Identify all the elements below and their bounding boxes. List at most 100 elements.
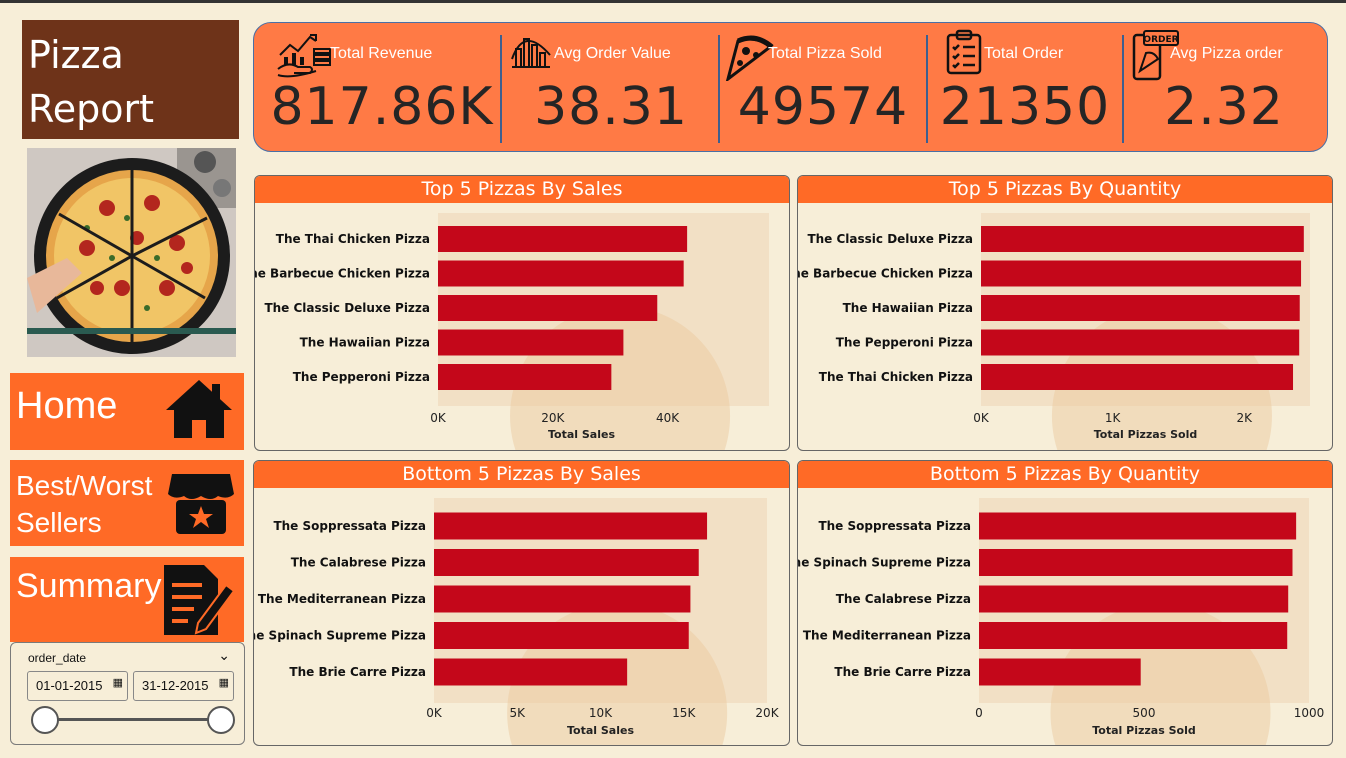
date-slider-track[interactable] xyxy=(43,718,219,721)
kpi-divider xyxy=(926,35,928,143)
kpi-value: 21350 xyxy=(939,77,1111,137)
kpi-total-order: Total Order 21350 xyxy=(928,23,1122,151)
x-tick-label: 0K xyxy=(426,706,443,720)
x-axis-title: Total Pizzas Sold xyxy=(1092,724,1195,737)
kpi-title: Avg Order Value xyxy=(554,45,671,62)
end-date-value: 31-12-2015 xyxy=(142,678,209,693)
bar-category-label: The Barbecue Chicken Pizza xyxy=(798,267,973,281)
report-title: Pizza Report xyxy=(22,20,239,139)
bar xyxy=(979,549,1293,576)
kpi-title: Total Pizza Sold xyxy=(768,45,882,62)
report-title-line2: Report xyxy=(28,87,154,131)
bar-category-label: The Barbecue Chicken Pizza xyxy=(255,267,430,281)
kpi-divider xyxy=(500,35,502,143)
home-label: Home xyxy=(16,385,118,427)
chart-svg: The Classic Deluxe Pizza The Barbecue Chi… xyxy=(798,213,1310,450)
bar-category-label: The Brie Carre Pizza xyxy=(834,665,971,679)
bar xyxy=(979,622,1288,649)
x-axis-title: Total Sales xyxy=(548,428,615,441)
bar-category-label: The Calabrese Pizza xyxy=(836,592,971,606)
kpi-avg-order-value: Avg Order Value 38.31 xyxy=(504,23,718,151)
bar xyxy=(438,329,624,356)
bar xyxy=(981,364,1294,390)
chevron-down-icon[interactable]: ⌄ xyxy=(218,647,230,663)
bar-category-label: The Thai Chicken Pizza xyxy=(276,232,430,246)
bar-category-label: The Pepperoni Pizza xyxy=(836,336,973,350)
kpi-divider xyxy=(718,35,720,143)
x-tick-label: 10K xyxy=(589,706,613,720)
best-worst-label-line1: Best/Worst xyxy=(16,470,153,501)
bar-category-label: The Classic Deluxe Pizza xyxy=(264,301,430,315)
chart-top5-quantity: Top 5 Pizzas By Quantity The Classic Del… xyxy=(797,175,1333,451)
chart-svg: The Soppressata Pizza The Spinach Supreme… xyxy=(798,498,1324,745)
kpi-divider xyxy=(1122,35,1124,143)
bar xyxy=(434,549,699,576)
x-tick-label: 0K xyxy=(430,411,447,425)
best-worst-sellers-button[interactable]: Best/Worst Sellers xyxy=(10,460,244,546)
svg-text:ORDER: ORDER xyxy=(1143,35,1178,45)
bar-category-label: The Thai Chicken Pizza xyxy=(819,370,973,384)
x-tick-label: 40K xyxy=(656,411,680,425)
bar xyxy=(434,622,689,649)
x-tick-label: 500 xyxy=(1133,706,1156,720)
x-tick-label: 20K xyxy=(755,706,779,720)
chart-bottom5-quantity: Bottom 5 Pizzas By Quantity The Soppress… xyxy=(797,460,1333,746)
x-axis-title: Total Pizzas Sold xyxy=(1094,428,1197,441)
end-date-input[interactable]: 31-12-2015 ▦ xyxy=(133,671,234,701)
chart-svg: The Thai Chicken Pizza The Barbecue Chick… xyxy=(255,213,769,450)
bar-category-label: The Soppressata Pizza xyxy=(273,519,426,533)
kpi-title: Total Order xyxy=(984,45,1064,62)
chart-svg: The Soppressata Pizza The Calabrese Pizza… xyxy=(254,498,780,745)
date-slicer: order_date ⌄ 01-01-2015 ▦ 31-12-2015 ▦ xyxy=(10,642,245,745)
top-border xyxy=(0,0,1346,3)
calendar-icon[interactable]: ▦ xyxy=(112,677,123,689)
home-button[interactable]: Home xyxy=(10,373,244,450)
clipboard-checklist-icon xyxy=(946,29,982,79)
bar xyxy=(438,295,658,321)
x-tick-label: 5K xyxy=(509,706,526,720)
kpi-value: 38.31 xyxy=(534,77,688,137)
pizza-slice-icon xyxy=(724,29,774,85)
bar-category-label: The Classic Deluxe Pizza xyxy=(807,232,973,246)
bar-category-label: The Spinach Supreme Pizza xyxy=(798,556,971,570)
chart-title: Top 5 Pizzas By Quantity xyxy=(798,176,1332,203)
start-date-input[interactable]: 01-01-2015 ▦ xyxy=(27,671,128,701)
kpi-avg-pizza-order: ORDER Avg Pizza order 2.32 xyxy=(1124,23,1324,151)
chart-title: Bottom 5 Pizzas By Quantity xyxy=(798,461,1332,488)
x-tick-label: 0K xyxy=(973,411,990,425)
chart-title: Bottom 5 Pizzas By Sales xyxy=(254,461,789,488)
slicer-field-label: order_date xyxy=(28,651,87,665)
bar-category-label: The Brie Carre Pizza xyxy=(289,665,426,679)
bar xyxy=(981,329,1300,356)
date-slider-start-handle[interactable] xyxy=(31,706,59,734)
kpi-total-revenue: Total Revenue 817.86K xyxy=(264,23,500,151)
bar xyxy=(981,226,1304,252)
chart-bottom5-sales: Bottom 5 Pizzas By Sales The Soppressata… xyxy=(253,460,790,746)
summary-button[interactable]: Summary xyxy=(10,557,244,642)
bar-category-label: The Hawaiian Pizza xyxy=(843,301,973,315)
kpi-value: 2.32 xyxy=(1164,77,1284,137)
chart-top5-sales: Top 5 Pizzas By Sales The Thai Chicken P… xyxy=(254,175,790,451)
report-title-line1: Pizza xyxy=(28,33,124,77)
bar-category-label: The Spinach Supreme Pizza xyxy=(254,629,426,643)
kpi-total-pizza-sold: Total Pizza Sold 49574 xyxy=(720,23,926,151)
kpi-title: Avg Pizza order xyxy=(1170,45,1283,62)
store-star-icon xyxy=(168,470,234,540)
bar xyxy=(979,585,1289,613)
x-tick-label: 0 xyxy=(975,706,983,720)
bar xyxy=(438,260,684,287)
bar xyxy=(434,512,708,540)
bar-category-label: The Pepperoni Pizza xyxy=(293,370,430,384)
bar xyxy=(434,585,691,613)
calendar-icon[interactable]: ▦ xyxy=(218,677,229,689)
bar-category-label: The Mediterranean Pizza xyxy=(803,629,971,643)
pizza-order-icon: ORDER xyxy=(1130,29,1180,85)
kpi-band: Total Revenue 817.86K Avg Order Value 38… xyxy=(253,22,1328,152)
date-slider-end-handle[interactable] xyxy=(207,706,235,734)
best-worst-label-line2: Sellers xyxy=(16,507,102,538)
bar xyxy=(979,658,1141,686)
bar xyxy=(434,658,628,686)
kpi-value: 49574 xyxy=(737,77,909,137)
x-axis-title: Total Sales xyxy=(567,724,634,737)
chart-title: Top 5 Pizzas By Sales xyxy=(255,176,789,203)
